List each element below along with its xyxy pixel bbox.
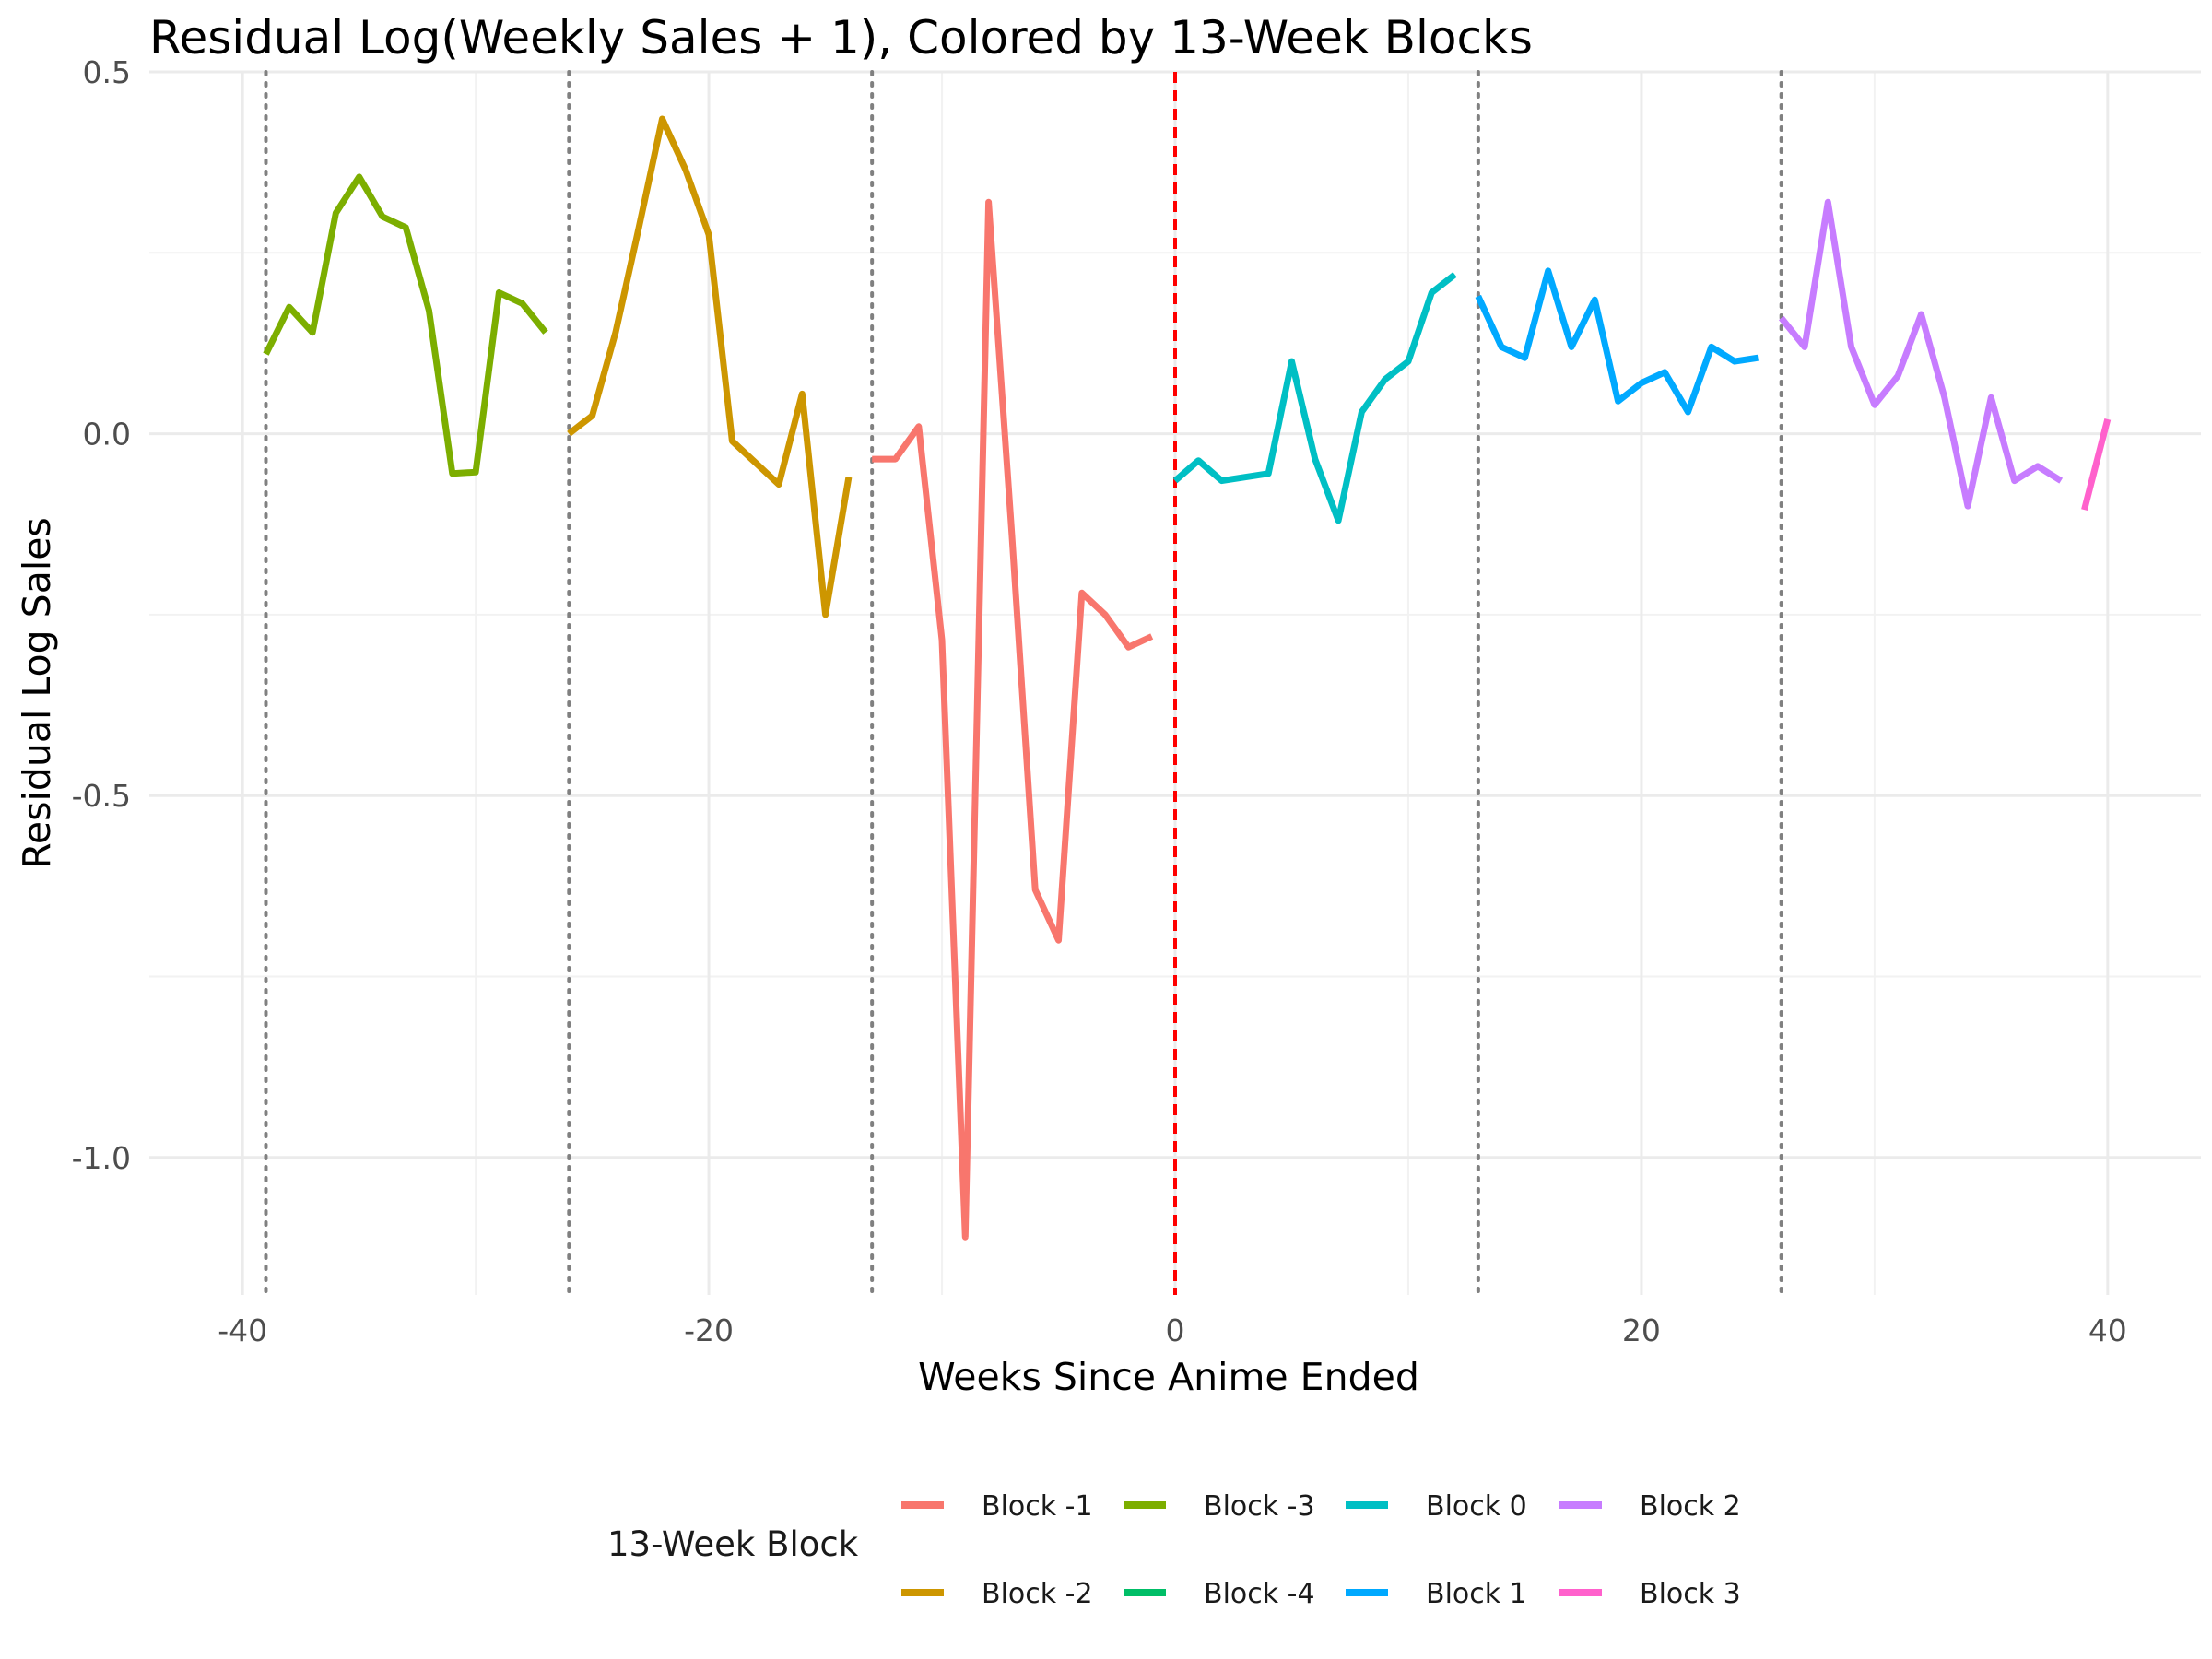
x-tick-label: 40 [2088,1312,2127,1348]
x-tick-label: -40 [218,1312,267,1348]
series-line [1778,198,2064,510]
y-tick-label: -1.0 [72,1140,131,1176]
x-axis-title: Weeks Since Anime Ended [918,1355,1419,1399]
chart-title: Residual Log(Weekly Sales + 1), Colored … [149,11,1533,65]
x-tick-label: -20 [684,1312,734,1348]
y-tick-label: -0.5 [72,778,131,814]
x-tick-label: 0 [1166,1312,1185,1348]
legend-label: Block -1 [982,1490,1093,1523]
legend-label: Block -3 [1204,1490,1315,1523]
series-line [2081,418,2112,511]
y-axis-ticks: 0.5 0.0 -0.5 -1.0 [72,54,131,1176]
legend-label: Block 1 [1426,1578,1527,1610]
legend-items: Block -1 Block -3 Block 0 Block 2 Block -2 Bl… [901,1490,1741,1610]
legend: 13-Week Block Block -1 Block -3 Block 0 Blo… [607,1490,1741,1610]
series-line [872,198,1154,1241]
series-line [263,173,548,477]
series-line [1172,272,1457,524]
series-line [567,115,853,618]
y-tick-label: 0.5 [83,54,131,90]
series-lines [263,115,2112,1241]
legend-label: Block -2 [982,1578,1093,1610]
y-tick-label: 0.0 [83,417,131,453]
legend-label: Block 2 [1640,1490,1741,1523]
series-line [1475,267,1759,416]
legend-label: Block 3 [1640,1578,1741,1610]
block-boundary-lines [264,70,1783,1297]
x-tick-label: 20 [1622,1312,1661,1348]
legend-label: Block -4 [1204,1578,1315,1610]
y-axis-title: Residual Log Sales [15,517,59,869]
x-axis-ticks: -40 -20 0 20 40 [218,1312,2127,1348]
legend-label: Block 0 [1426,1490,1527,1523]
legend-title: 13-Week Block [607,1524,859,1564]
